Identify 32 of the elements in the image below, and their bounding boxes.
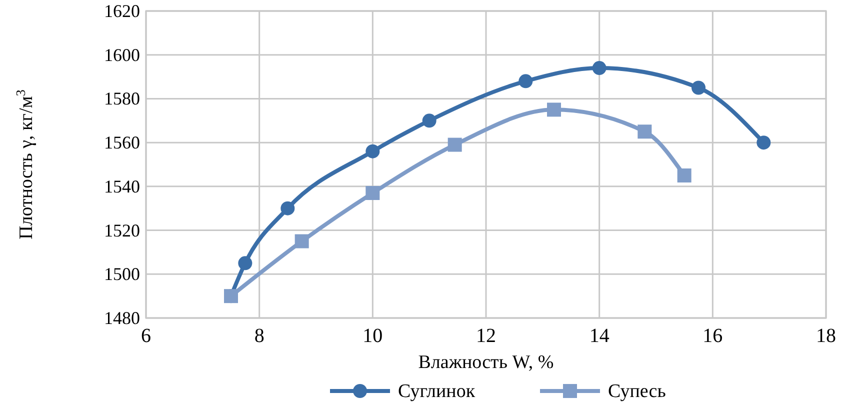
y-tick-label: 1560 [104,132,140,153]
point [547,102,561,117]
point [677,168,692,182]
y-tick-label: 1480 [104,308,140,328]
x-tick-label: 18 [816,325,836,347]
x-tick-label: 10 [362,325,383,347]
x-axis-title: Влажность W, % [418,352,554,373]
point [280,201,295,216]
y-tick-label: 1620 [104,1,140,21]
point [518,74,533,88]
x-tick-label: 12 [476,325,496,347]
y-tick-label: 1500 [104,264,140,284]
point [692,80,706,95]
point [366,144,380,158]
y-tick-label: 1600 [104,44,140,65]
point [238,256,252,270]
point [366,186,380,200]
point [422,114,436,128]
point [294,234,309,248]
point [592,61,606,76]
y-tick-label: 1580 [104,88,140,109]
legend-label: Супесь [608,381,666,402]
legend-label: Суглинок [398,381,476,402]
point [756,136,771,150]
y-tick-label: 1540 [104,176,140,196]
y-tick-label: 1520 [104,220,140,240]
point [448,138,462,152]
x-tick-label: 8 [254,325,264,347]
point [638,124,652,139]
x-tick-label: 16 [702,325,723,347]
x-tick-label: 14 [589,325,610,347]
x-tick-label: 6 [141,325,151,347]
